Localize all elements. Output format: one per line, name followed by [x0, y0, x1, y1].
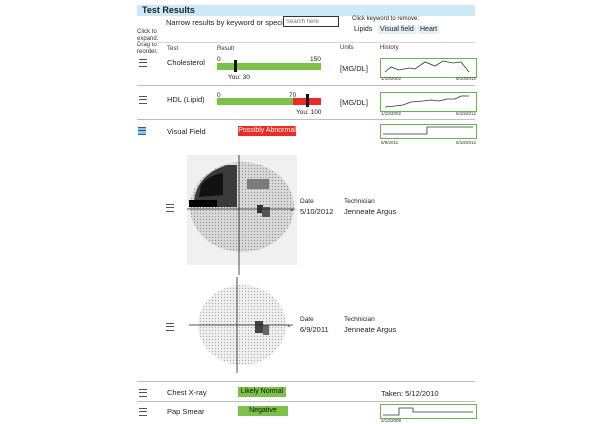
sparkline-line [384, 95, 469, 108]
technician-label: Technician [344, 316, 375, 323]
units: [MG/DL] [340, 64, 368, 73]
page-title: Test Results [142, 5, 195, 15]
svg-text:×: × [290, 208, 294, 214]
range-low: 0 [217, 92, 221, 99]
value-label: You: 100 [296, 109, 322, 116]
value-marker [306, 94, 309, 107]
drag-handle-icon[interactable] [139, 96, 147, 104]
remove-hint: Click keyword to remove: [352, 16, 420, 22]
reorder-hint: Click to expand. Drag to reorder. [137, 29, 159, 55]
divider [137, 401, 475, 402]
column-result: Result [217, 46, 235, 52]
search-input[interactable] [283, 16, 339, 27]
status-badge: Negative [238, 406, 288, 416]
history-start: 2/13/2008 [381, 418, 402, 423]
technician-label: Technician [344, 198, 375, 205]
status-badge: Possibly Abnormal [238, 126, 296, 136]
range-low: 0 [217, 56, 221, 63]
visual-field-image: × [187, 155, 297, 275]
drag-handle-icon[interactable] [139, 408, 147, 416]
exam-date-label: Date [300, 316, 314, 323]
normal-range-bar [217, 98, 293, 105]
history-sparkline[interactable] [380, 124, 477, 139]
divider [137, 42, 475, 43]
drag-handle-icon[interactable] [138, 127, 146, 135]
visual-field-plot[interactable]: × [187, 275, 297, 375]
column-units: Units [340, 45, 354, 51]
divider [137, 85, 475, 86]
exam-date: 5/10/2012 [300, 207, 334, 216]
range-high: 70 [289, 92, 297, 99]
history-sparkline[interactable] [380, 58, 477, 78]
history-end: 6/10/2012 [456, 76, 477, 81]
divider [137, 381, 475, 382]
history-sparkline[interactable] [380, 92, 477, 112]
keyword-visual-field[interactable]: Visual field [378, 25, 416, 34]
test-name: Pap Smear [167, 407, 205, 416]
drag-handle-icon[interactable] [166, 323, 174, 331]
filter-prompt: Narrow results by keyword or specialty [166, 18, 295, 27]
drag-handle-icon[interactable] [139, 59, 147, 67]
sparkline-chart [383, 126, 473, 135]
keyword-lipids[interactable]: Lipids [354, 26, 373, 33]
sparkline-chart [383, 407, 473, 416]
technician-name: Jenneate Argus [344, 207, 397, 216]
range-high: 150 [310, 56, 321, 63]
units: [MG/DL] [340, 98, 368, 107]
svg-text:×: × [287, 324, 291, 330]
value-marker [234, 60, 237, 72]
sparkline-chart [384, 95, 469, 108]
sparkline-line [383, 407, 473, 416]
history-end: 6/10/2012 [456, 111, 477, 116]
visual-field-plot[interactable]: × [187, 155, 297, 275]
history-start: 1/10/2002 [381, 111, 402, 116]
technician-name: Jenneate Argus [344, 325, 397, 334]
history-sparkline[interactable] [380, 404, 477, 419]
test-name: Visual Field [167, 127, 206, 136]
drag-handle-icon[interactable] [166, 204, 174, 212]
sparkline-chart [384, 60, 470, 73]
drag-handle-icon[interactable] [139, 389, 147, 397]
history-end: 5/10/2012 [456, 140, 477, 145]
sparkline-line [384, 60, 470, 73]
value-label: You: 30 [228, 74, 250, 81]
visual-field-image: × [189, 277, 293, 373]
exam-date-label: Date [300, 198, 314, 205]
test-name: Chest X-ray [167, 388, 207, 397]
sparkline-line [383, 126, 473, 135]
column-history: History [380, 45, 399, 51]
normal-range-bar [217, 63, 321, 70]
exam-date: 6/9/2011 [300, 325, 329, 334]
title-bar: Test Results [137, 5, 475, 16]
keyword-heart[interactable]: Heart [418, 25, 440, 34]
history-start: 1/10/2002 [381, 76, 402, 81]
history-start: 6/9/2011 [381, 140, 399, 145]
divider [137, 119, 475, 120]
test-name: HDL (Lipid) [167, 95, 205, 104]
test-name: Cholesterol [167, 58, 205, 67]
taken-date: Taken: 5/12/2010 [381, 389, 439, 398]
column-test: Test [167, 46, 179, 52]
status-badge: Likely Normal [238, 387, 286, 397]
